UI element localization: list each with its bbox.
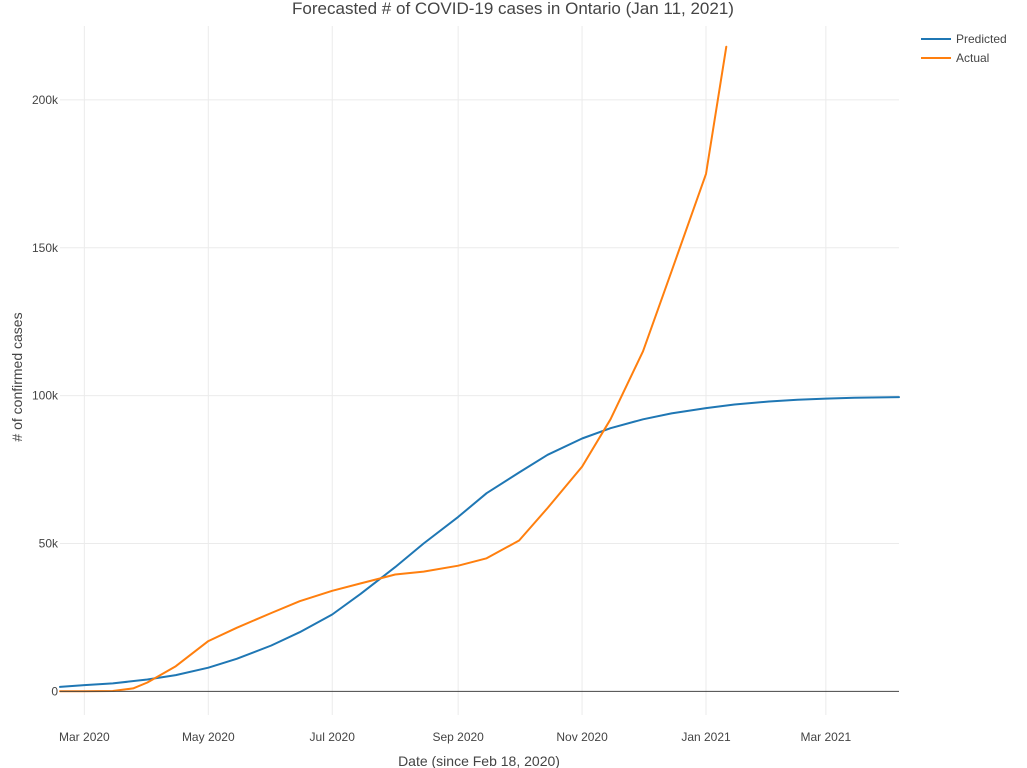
axis-layer: Mar 2020 May 2020 Jul 2020 Sep 2020 Nov 2020… bbox=[32, 93, 899, 744]
x-tick-label: Jan 2021 bbox=[681, 730, 731, 744]
series-line-predicted bbox=[59, 396, 900, 688]
legend-label-actual: Actual bbox=[956, 51, 989, 65]
x-tick-label: Mar 2020 bbox=[59, 730, 110, 744]
y-tick-label: 150k bbox=[32, 241, 59, 255]
x-tick-label: Sep 2020 bbox=[432, 730, 484, 744]
y-tick-label: 0 bbox=[51, 684, 58, 698]
series-layer bbox=[59, 45, 900, 693]
y-tick-label: 200k bbox=[32, 93, 59, 107]
grid-layer bbox=[60, 26, 899, 715]
x-axis-title: Date (since Feb 18, 2020) bbox=[398, 753, 560, 768]
x-tick-label: Jul 2020 bbox=[310, 730, 356, 744]
y-tick-label: 50k bbox=[39, 536, 59, 550]
series-line-actual bbox=[59, 45, 728, 693]
chart-title: Forecasted # of COVID-19 cases in Ontari… bbox=[292, 0, 734, 18]
legend: Predicted Actual bbox=[921, 32, 1007, 65]
x-tick-label: May 2020 bbox=[182, 730, 235, 744]
y-axis-title: # of confirmed cases bbox=[9, 312, 25, 441]
legend-label-predicted: Predicted bbox=[956, 32, 1007, 46]
x-tick-label: Nov 2020 bbox=[556, 730, 608, 744]
x-tick-label: Mar 2021 bbox=[801, 730, 852, 744]
y-tick-label: 100k bbox=[32, 389, 59, 403]
